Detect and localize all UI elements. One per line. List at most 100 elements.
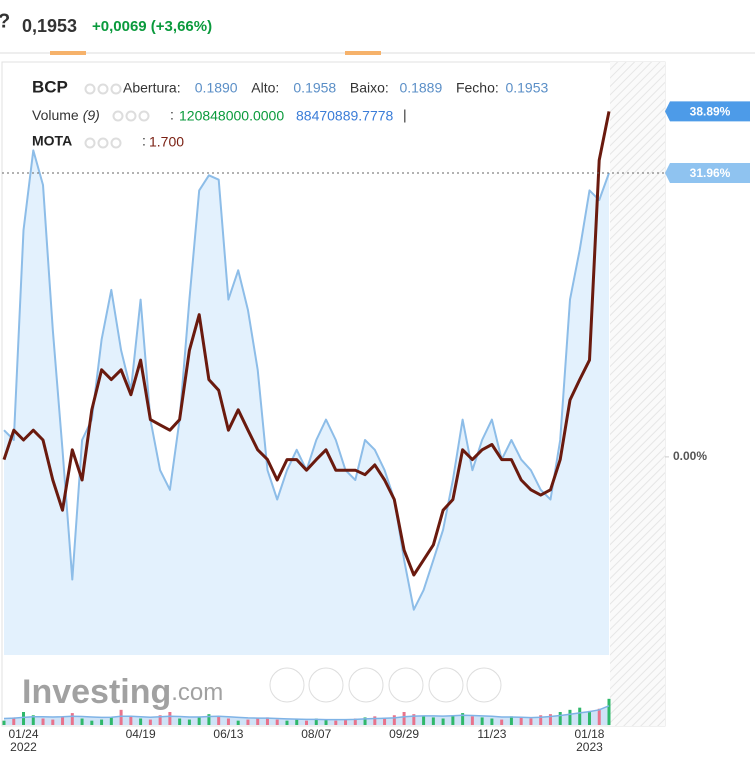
volume-bar [41,718,45,725]
legend-field-label: Baixo: [350,80,389,96]
volume-bar [119,709,123,725]
volume-bar [90,720,94,725]
legend-separator: : [170,107,174,123]
volume-bar [158,715,162,725]
volume-bar [607,698,611,725]
zoom-button[interactable] [269,667,305,703]
watermark-suffix: .com [171,679,223,706]
header-icon: ? [0,10,10,32]
volume-bar [265,717,269,725]
zoom-button[interactable] [308,667,344,703]
legend-field-value: 0.1890 [195,80,238,96]
x-tick-label: 06/13 [213,727,243,741]
volume-ma-area [4,705,609,725]
volume-bar [314,718,318,725]
volume-bar [256,718,260,725]
volume-bar [597,708,601,725]
series-area [4,150,609,655]
volume-bar [275,719,279,725]
volume-ma-value: 88470889.7778 [296,108,394,124]
legend-symbol: BCP [32,77,68,96]
legend-icon[interactable] [97,83,109,95]
volume-bar [22,712,26,725]
volume-bar [70,713,74,725]
x-tick-label: 09/29 [389,727,419,741]
value-badge-label: 38.89% [690,105,731,119]
price: 0,1953 [22,16,77,36]
legend-icon[interactable] [112,110,124,122]
volume-bar [441,718,445,725]
legend-icon[interactable] [125,110,137,122]
price-change: +0,0069 (+3,66%) [92,18,212,35]
legend-icon[interactable] [110,137,122,149]
volume-bar [129,716,133,725]
volume-bar [529,718,533,725]
legend-separator: : [142,133,146,149]
tab-marker [50,51,86,55]
y-tick-label: 0.00% [673,449,707,463]
volume-bar [61,716,65,725]
volume-bar [207,714,211,725]
volume-bar [431,717,435,725]
legend-field-label: Alto: [251,80,279,96]
series-line [2,111,611,577]
zoom-button[interactable] [428,667,464,703]
legend-cursor: | [403,107,407,123]
volume-bar [295,719,299,725]
volume-bar [461,713,465,725]
volume-bar [80,718,84,725]
volume-bar [373,716,377,725]
watermark: Investing.com [22,673,223,711]
volume-bar [519,717,523,725]
volume-bar [558,712,562,725]
volume-value: 120848000.0000 [179,108,284,124]
legend-icon[interactable] [138,110,150,122]
x-tick-label: 01/18 [574,727,604,741]
tab-marker [345,51,381,55]
legend-icon[interactable] [110,83,122,95]
x-tick-label: 01/24 [9,727,39,741]
volume-bar [578,707,582,725]
zoom-button[interactable] [466,667,502,703]
volume-bar [392,715,396,725]
volume-ma-line [3,705,610,721]
legend: BCP Abertura: 0.1890 Alto: 0.1958 Baixo: 0.188… [32,77,549,149]
volume-bar [568,709,572,725]
volume-bar [470,716,474,725]
zoom-button[interactable] [348,667,384,703]
legend-icon[interactable] [84,137,96,149]
volume-bar [285,720,289,725]
legend-field-value: 0.1953 [505,80,548,96]
volume-bar [451,715,455,725]
x-tick-label: 04/19 [126,727,156,741]
volume-bar [548,714,552,725]
volume-bar [217,716,221,725]
volume-label: Volume (9) [32,107,100,123]
volume-bar [490,718,494,725]
watermark-brand: Investing [22,673,171,711]
plot: Investing.com [2,111,611,725]
x-year-label: 2022 [10,740,37,754]
volume-bar [2,720,6,725]
volume-bar [236,720,240,725]
legend-field-value: 0.1889 [399,80,442,96]
volume-bar [100,719,104,725]
zoom-button[interactable] [388,667,424,703]
legend-icon[interactable] [97,137,109,149]
volume-bar [168,712,172,725]
volume-bar [246,719,250,725]
volume-bar [139,718,143,725]
volume-bar [305,720,308,725]
volume-bar [31,715,35,725]
volume-name: Volume [32,107,79,123]
legend-field-label: Abertura: [123,80,181,96]
value-badge-label: 31.96% [690,166,731,180]
value-badge [665,162,750,183]
volume-bar [587,710,591,725]
x-year-label: 2023 [576,740,603,754]
volume-bar [402,712,406,725]
legend-icon[interactable] [84,83,96,95]
compare-value: 1.700 [149,134,184,150]
